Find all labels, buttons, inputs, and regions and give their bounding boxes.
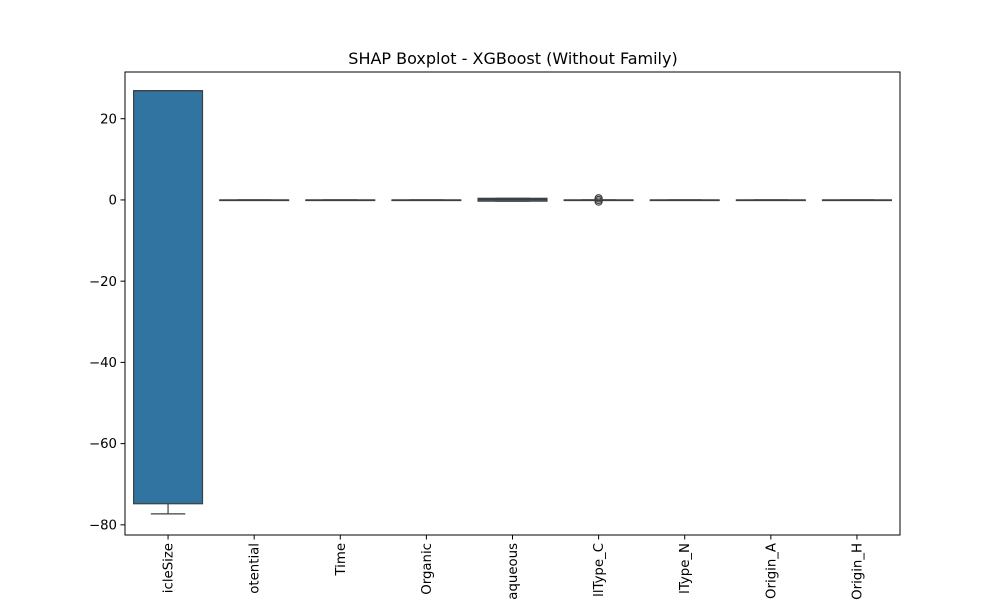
x-tick-label: llType_C — [592, 543, 607, 597]
x-tick-label: Time — [334, 543, 349, 577]
x-tick-label: lType_N — [678, 543, 693, 594]
x-tick-label: Origin_A — [764, 543, 779, 599]
box-group-7 — [649, 199, 720, 202]
y-tick-label: −40 — [89, 356, 117, 371]
y-tick-label: −60 — [89, 437, 117, 452]
box-group-5 — [477, 197, 548, 202]
x-tick-label: Origin_H — [850, 543, 865, 600]
box-group-1 — [133, 90, 204, 515]
y-tick-label: 20 — [100, 112, 117, 127]
x-tick-label: otential — [248, 543, 263, 594]
y-tick-label: 0 — [109, 194, 117, 209]
axes: 20 0 −20 −40 −60 −80 icleSize otential Time Organ… — [89, 71, 901, 600]
x-tick-label: icleSize — [162, 543, 177, 593]
axes-frame — [124, 71, 901, 536]
box-group-4 — [391, 199, 462, 202]
box — [133, 90, 204, 505]
y-tick-label: −80 — [89, 518, 117, 533]
chart-title: SHAP Boxplot - XGBoost (Without Family) — [348, 49, 677, 68]
box-group-6 — [563, 194, 634, 206]
box-group-2 — [219, 199, 290, 202]
box-group-8 — [735, 199, 806, 202]
box-group-3 — [305, 199, 376, 202]
y-tick-label: −20 — [89, 275, 117, 290]
x-tick-label: Organic — [420, 543, 435, 595]
x-tick-label: aqueous — [506, 543, 521, 600]
plot-area — [133, 90, 892, 515]
box-group-9 — [821, 199, 892, 202]
outlier-point — [594, 194, 603, 203]
